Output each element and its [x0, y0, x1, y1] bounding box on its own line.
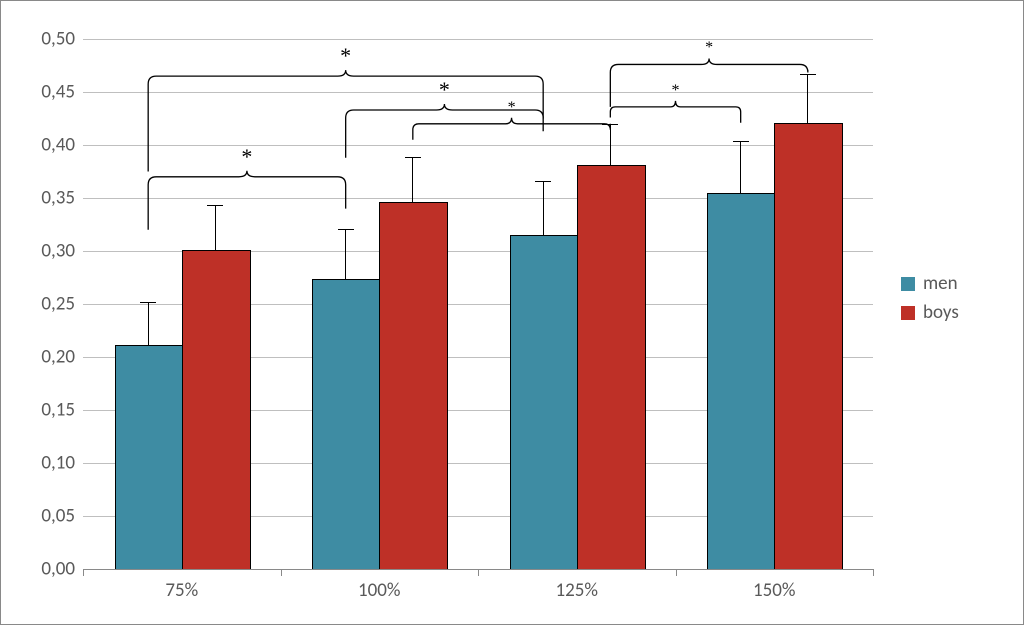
y-tick-label: 0,20 [41, 346, 83, 369]
error-bar [740, 141, 741, 194]
bar-boys [379, 202, 448, 569]
error-bar-cap [207, 205, 223, 206]
bar-boys [774, 123, 843, 569]
x-tick-mark [873, 569, 874, 576]
significance-marker: * [439, 77, 450, 103]
legend-swatch [901, 306, 915, 320]
gridline [83, 92, 873, 93]
significance-marker: * [705, 39, 713, 57]
bar-men [312, 279, 381, 569]
legend-swatch [901, 277, 915, 291]
legend-item: boys [901, 301, 959, 324]
y-tick-label: 0,25 [41, 293, 83, 316]
error-bar-cap [140, 302, 156, 303]
bar-men [510, 235, 579, 569]
y-tick-label: 0,45 [41, 81, 83, 104]
plot-area: 0,000,050,100,150,200,250,300,350,400,45… [83, 39, 873, 569]
error-bar-cap [800, 74, 816, 75]
x-tick-mark [281, 569, 282, 576]
y-tick-label: 0,00 [41, 558, 83, 581]
legend-label: boys [923, 301, 959, 324]
x-tick-label: 75% [165, 569, 198, 602]
bar-boys [577, 165, 646, 569]
error-bar-cap [535, 181, 551, 182]
error-bar [807, 74, 808, 124]
legend-label: men [923, 272, 958, 295]
legend: men boys [901, 266, 959, 330]
chart-frame: 0,00 0,05 0,10 0,15 0,20 0,25 0,30 0,35 0,40 0,45… [0, 0, 1024, 625]
error-bar [412, 157, 413, 204]
error-bar [543, 181, 544, 236]
significance-bracket [610, 101, 740, 123]
significance-marker: * [241, 144, 252, 170]
bar-men [115, 345, 184, 569]
error-bar-cap [338, 229, 354, 230]
y-tick-label: 0,30 [41, 240, 83, 263]
y-tick-label: 0,50 [41, 28, 83, 51]
significance-bracket [148, 70, 543, 171]
error-bar-cap [602, 124, 618, 125]
x-tick-mark [83, 569, 84, 576]
y-tick-label: 0,40 [41, 134, 83, 157]
y-tick-label: 0,35 [41, 187, 83, 210]
significance-bracket [148, 171, 345, 230]
error-bar-cap [733, 141, 749, 142]
error-bar [610, 124, 611, 166]
significance-marker: * [508, 99, 516, 117]
y-tick-label: 0,10 [41, 452, 83, 475]
error-bar [148, 302, 149, 347]
significance-bracket [610, 58, 808, 106]
bar-men [707, 193, 776, 569]
significance-bracket [413, 118, 611, 140]
x-tick-mark [676, 569, 677, 576]
error-bar [345, 229, 346, 280]
x-tick-mark [478, 569, 479, 576]
x-tick-label: 125% [556, 569, 598, 602]
legend-item: men [901, 272, 959, 295]
bar-boys [182, 250, 251, 569]
x-tick-label: 150% [753, 569, 795, 602]
y-tick-label: 0,15 [41, 399, 83, 422]
x-tick-label: 100% [358, 569, 400, 602]
error-bar-cap [405, 157, 421, 158]
error-bar [215, 205, 216, 251]
significance-marker: * [340, 43, 351, 69]
y-tick-label: 0,05 [41, 505, 83, 528]
gridline [83, 39, 873, 40]
significance-marker: * [672, 82, 680, 100]
gridline [83, 145, 873, 146]
